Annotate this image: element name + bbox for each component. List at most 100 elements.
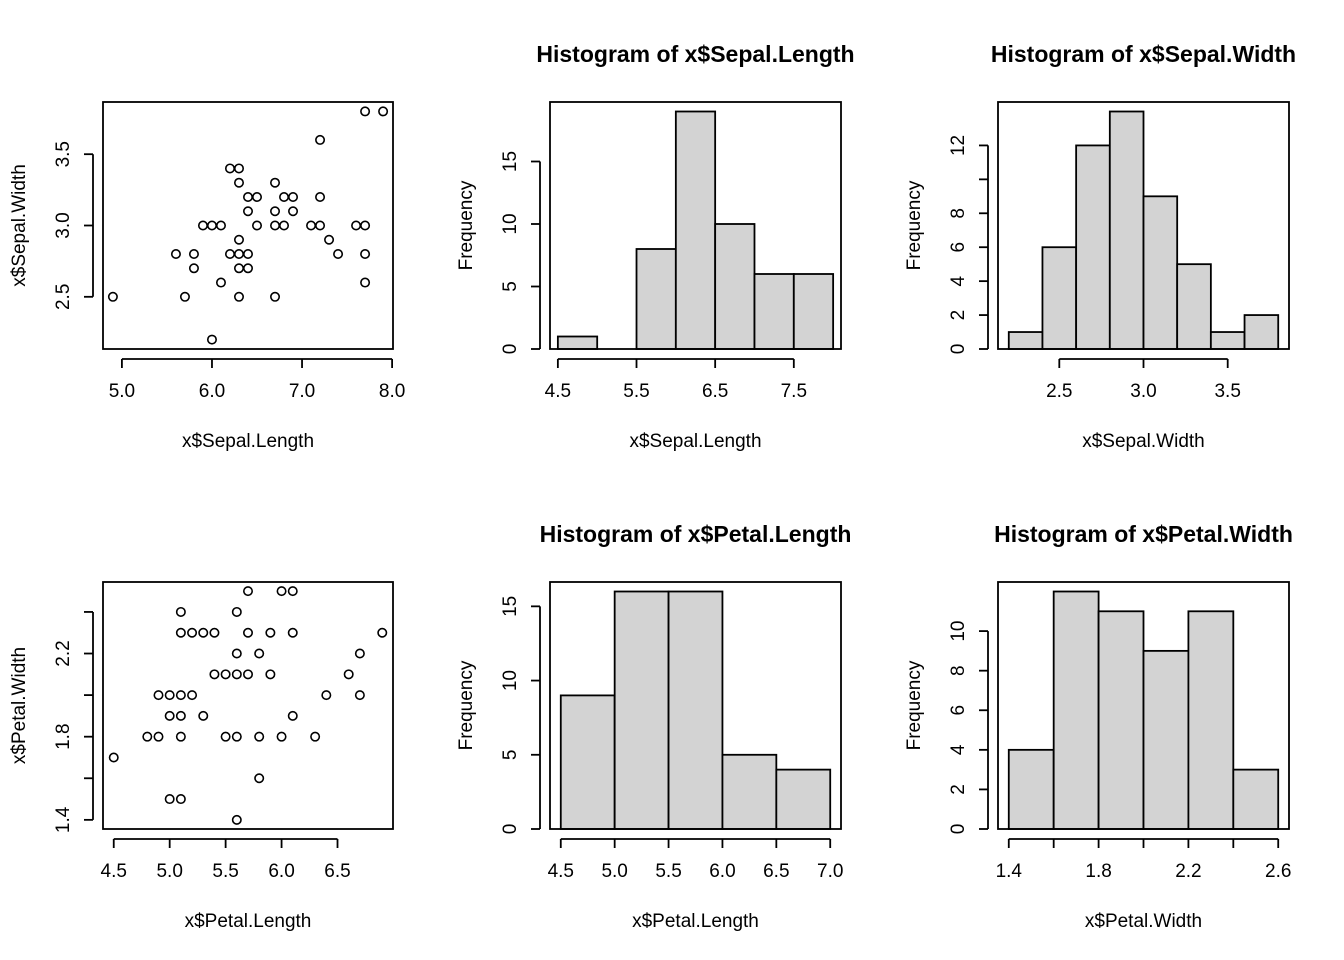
histogram-bar — [1209, 331, 1246, 350]
x-tick-label: 1.8 — [1085, 861, 1111, 882]
x-axis-label: x$Petal.Length — [632, 911, 759, 932]
x-tick-label: 5.0 — [109, 381, 135, 402]
plot-frame — [102, 101, 394, 350]
histogram-bar — [1187, 610, 1235, 830]
y-tick-label: 8 — [948, 208, 969, 219]
y-tick-label: 10 — [948, 621, 969, 642]
data-point — [153, 690, 164, 701]
data-point — [315, 220, 326, 231]
data-point — [254, 773, 265, 784]
chart-panel-2: Histogram of x$Sepal.Length 4.5 5.5 6.5 7.5 0… — [456, 41, 855, 452]
y-axis-label: Frequency — [456, 180, 477, 270]
data-point — [188, 249, 199, 260]
histogram-bar — [674, 110, 717, 350]
data-point — [254, 731, 265, 742]
data-point — [231, 731, 242, 742]
histogram-bar — [1007, 748, 1055, 830]
data-point — [333, 249, 344, 260]
y-tick-label: 0 — [948, 344, 969, 355]
y-tick-label: 4 — [948, 744, 969, 755]
y-tick-label: 8 — [948, 665, 969, 676]
data-point — [243, 263, 254, 274]
chart-title: Histogram of x$Sepal.Length — [536, 41, 854, 67]
x-tick-label: 6.5 — [324, 861, 350, 882]
histogram-bar — [792, 273, 835, 350]
x-tick-label: 6.5 — [763, 861, 789, 882]
x-tick-label: 6.0 — [199, 381, 225, 402]
data-point — [175, 606, 186, 617]
x-tick-label: 4.5 — [101, 861, 127, 882]
x-tick-label: 5.5 — [655, 861, 681, 882]
x-tick-label: 8.0 — [379, 381, 405, 402]
y-tick-label: 15 — [500, 151, 521, 172]
data-point — [233, 163, 244, 174]
x-axis-label: x$Petal.Width — [1085, 911, 1202, 932]
histogram-bar — [556, 335, 599, 350]
plot-frame — [549, 581, 842, 830]
data-point — [315, 134, 326, 145]
data-point — [252, 191, 263, 202]
y-tick-label: 4 — [948, 275, 969, 286]
data-point — [179, 291, 190, 302]
histogram-bar — [1142, 195, 1179, 350]
x-tick-label: 3.0 — [1130, 381, 1156, 402]
x-tick-label: 2.5 — [1046, 381, 1072, 402]
plot-frame — [997, 581, 1290, 830]
data-point — [287, 627, 298, 638]
y-tick-label: 10 — [500, 213, 521, 234]
data-point — [175, 690, 186, 701]
y-tick-label: 6 — [948, 705, 969, 716]
data-point — [224, 249, 235, 260]
data-point — [288, 206, 299, 217]
data-point — [288, 191, 299, 202]
y-tick-label: 0 — [500, 344, 521, 355]
x-tick-label: 6.0 — [268, 861, 294, 882]
y-axis-label: Frequency — [456, 660, 477, 750]
y-axis-label: Frequency — [904, 180, 925, 270]
data-point — [310, 731, 321, 742]
chart-title: Histogram of x$Petal.Width — [994, 521, 1293, 547]
data-point — [164, 710, 175, 721]
y-tick-label: 3.5 — [53, 141, 74, 167]
data-point — [243, 206, 254, 217]
data-point — [231, 606, 242, 617]
data-point — [360, 106, 371, 117]
data-point — [233, 263, 244, 274]
y-tick-label: 12 — [948, 135, 969, 156]
histogram-bar — [559, 694, 616, 830]
data-point — [315, 191, 326, 202]
histogram-bar — [714, 223, 756, 350]
x-tick-label: 6.5 — [702, 381, 728, 402]
data-point — [279, 191, 290, 202]
data-point — [287, 710, 298, 721]
data-point — [220, 669, 231, 680]
x-axis-label: x$Petal.Length — [185, 911, 312, 932]
data-point — [270, 177, 281, 188]
data-point — [231, 814, 242, 825]
data-point — [279, 220, 290, 231]
data-point — [378, 106, 389, 117]
data-point — [215, 220, 226, 231]
data-point — [265, 669, 276, 680]
data-point — [209, 627, 220, 638]
data-point — [252, 220, 263, 231]
histogram-bar — [1232, 768, 1280, 830]
y-tick-label: 1.4 — [53, 806, 74, 833]
data-point — [321, 690, 332, 701]
y-tick-label: 0 — [500, 824, 521, 835]
y-axis-label: x$Sepal.Width — [9, 164, 30, 287]
data-point — [164, 794, 175, 805]
x-tick-label: 6.0 — [709, 861, 735, 882]
data-point — [224, 163, 235, 174]
data-point — [276, 586, 287, 597]
data-point — [351, 220, 362, 231]
x-axis-label: x$Sepal.Length — [182, 431, 314, 452]
data-point — [354, 690, 365, 701]
data-point — [220, 731, 231, 742]
data-point — [108, 752, 119, 763]
x-tick-label: 7.0 — [817, 861, 843, 882]
y-axis-label: x$Petal.Width — [9, 647, 30, 764]
data-point — [243, 586, 254, 597]
data-point — [233, 249, 244, 260]
plot-frame — [549, 101, 842, 350]
